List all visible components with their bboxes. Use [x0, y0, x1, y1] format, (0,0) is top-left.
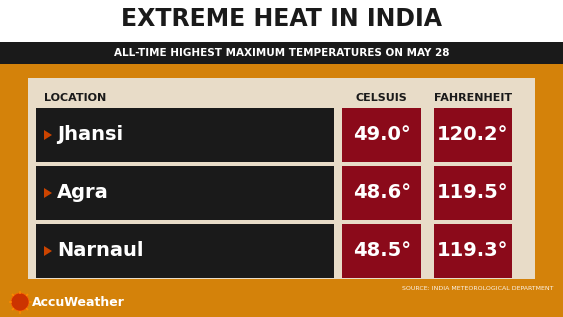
FancyBboxPatch shape [36, 108, 334, 162]
Text: Jhansi: Jhansi [57, 126, 123, 145]
Text: 119.5°: 119.5° [437, 184, 509, 203]
FancyBboxPatch shape [36, 224, 334, 278]
Text: 49.0°: 49.0° [353, 126, 410, 145]
Text: SOURCE: INDIA METEOROLOGICAL DEPARTMENT: SOURCE: INDIA METEOROLOGICAL DEPARTMENT [401, 287, 553, 292]
Text: Narnaul: Narnaul [57, 242, 144, 261]
FancyBboxPatch shape [434, 224, 512, 278]
Circle shape [11, 293, 29, 311]
Polygon shape [44, 188, 52, 198]
Text: 48.5°: 48.5° [352, 242, 410, 261]
Text: CELSUIS: CELSUIS [356, 93, 408, 103]
Text: ALL-TIME HIGHEST MAXIMUM TEMPERATURES ON MAY 28: ALL-TIME HIGHEST MAXIMUM TEMPERATURES ON… [114, 48, 449, 58]
Text: LOCATION: LOCATION [44, 93, 106, 103]
FancyBboxPatch shape [342, 224, 421, 278]
FancyBboxPatch shape [36, 166, 334, 220]
Text: FAHRENHEIT: FAHRENHEIT [434, 93, 512, 103]
Text: 48.6°: 48.6° [352, 184, 410, 203]
Polygon shape [44, 246, 52, 256]
FancyBboxPatch shape [0, 0, 563, 42]
FancyBboxPatch shape [434, 166, 512, 220]
Text: 120.2°: 120.2° [437, 126, 508, 145]
Text: AccuWeather: AccuWeather [32, 295, 125, 308]
Text: Agra: Agra [57, 184, 109, 203]
Text: 119.3°: 119.3° [437, 242, 508, 261]
FancyBboxPatch shape [434, 108, 512, 162]
FancyBboxPatch shape [28, 78, 535, 279]
Text: EXTREME HEAT IN INDIA: EXTREME HEAT IN INDIA [121, 7, 442, 31]
FancyBboxPatch shape [342, 108, 421, 162]
FancyBboxPatch shape [342, 166, 421, 220]
Polygon shape [44, 130, 52, 140]
FancyBboxPatch shape [0, 42, 563, 64]
